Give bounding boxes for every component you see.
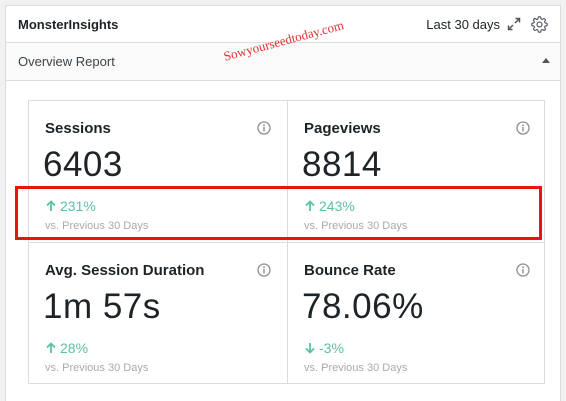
metric-value: 8814 — [302, 145, 382, 184]
metric-label: Pageviews — [304, 120, 381, 137]
metric-change: 231% — [45, 198, 96, 214]
metric-card-avg-session-duration: Avg. Session Duration 1m 57s 28% vs. Pre… — [29, 243, 287, 385]
metric-value: 1m 57s — [43, 287, 161, 326]
arrow-up-icon — [305, 200, 315, 211]
info-icon[interactable] — [257, 121, 271, 135]
date-range-selector[interactable]: Last 30 days — [426, 17, 500, 32]
monsterinsights-widget: MonsterInsights Last 30 days Overview Re… — [5, 5, 561, 401]
metric-card-pageviews: Pageviews 8814 243% vs. Previous 30 Days — [288, 101, 546, 243]
gear-icon[interactable] — [531, 16, 548, 33]
metric-change: 28% — [45, 340, 88, 356]
metric-change-value: 243% — [319, 198, 355, 214]
metric-compare: vs. Previous 30 Days — [45, 362, 149, 374]
grid-divider-horizontal — [29, 242, 544, 243]
metric-card-bounce-rate: Bounce Rate 78.06% -3% vs. Previous 30 D… — [288, 243, 546, 385]
info-icon[interactable] — [516, 121, 530, 135]
arrow-up-icon — [46, 342, 56, 353]
metrics-grid: Sessions 6403 231% vs. Previous 30 Days … — [28, 100, 545, 384]
arrow-down-icon — [305, 343, 315, 354]
metric-change-value: -3% — [319, 340, 344, 356]
collapse-icon[interactable] — [542, 58, 550, 63]
metric-compare: vs. Previous 30 Days — [304, 362, 408, 374]
metric-value: 6403 — [43, 145, 123, 184]
highlight-box — [15, 186, 542, 240]
metric-compare: vs. Previous 30 Days — [45, 220, 149, 232]
arrow-up-icon — [46, 200, 56, 211]
metric-change-value: 231% — [60, 198, 96, 214]
metric-label: Bounce Rate — [304, 262, 396, 279]
info-icon[interactable] — [516, 263, 530, 277]
report-title: Overview Report — [18, 54, 115, 69]
report-header[interactable]: Overview Report — [6, 43, 560, 81]
metric-label: Sessions — [45, 120, 111, 137]
info-icon[interactable] — [257, 263, 271, 277]
widget-title: MonsterInsights — [18, 17, 119, 32]
widget-header: MonsterInsights Last 30 days — [6, 6, 560, 43]
metric-label: Avg. Session Duration — [45, 262, 205, 279]
metric-compare: vs. Previous 30 Days — [304, 220, 408, 232]
metric-change-value: 28% — [60, 340, 89, 356]
expand-icon[interactable] — [506, 16, 522, 32]
metric-value: 78.06% — [302, 287, 424, 326]
metric-change: 243% — [304, 198, 355, 214]
metric-card-sessions: Sessions 6403 231% vs. Previous 30 Days — [29, 101, 287, 243]
metric-change: -3% — [304, 340, 344, 356]
